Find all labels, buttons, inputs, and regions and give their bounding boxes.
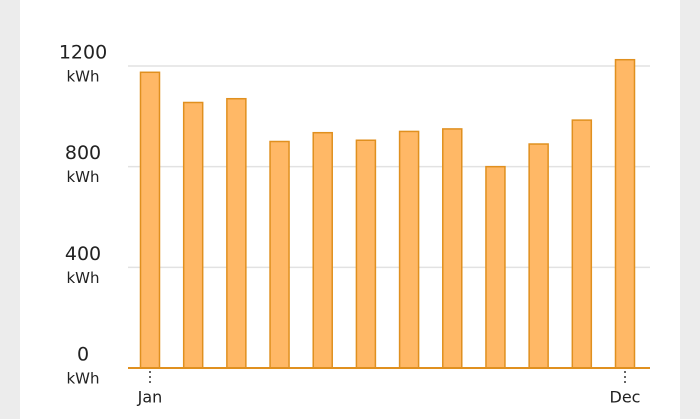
- y-tick-unit: kWh: [66, 68, 99, 86]
- bar: [485, 165, 506, 369]
- bar: [226, 97, 247, 369]
- y-tick-label: 0: [77, 344, 89, 366]
- card: [20, 0, 680, 419]
- bar: [528, 143, 549, 369]
- x-tick-label: Jan: [137, 388, 163, 407]
- bar: [182, 101, 204, 369]
- bar: [355, 139, 377, 369]
- y-tick-unit: kWh: [66, 370, 99, 388]
- bar: [442, 128, 463, 369]
- y-tick-label: 800: [65, 142, 101, 164]
- bar: [614, 58, 636, 369]
- y-tick-unit: kWh: [66, 269, 99, 287]
- bar: [398, 130, 420, 369]
- bar: [269, 140, 290, 369]
- bar: [571, 119, 593, 369]
- y-tick-label: 400: [65, 243, 101, 265]
- bar: [139, 71, 161, 369]
- y-tick-label: 1200: [59, 42, 107, 64]
- y-tick-unit: kWh: [66, 168, 99, 186]
- bar: [312, 131, 333, 369]
- x-tick-label: Dec: [610, 388, 641, 407]
